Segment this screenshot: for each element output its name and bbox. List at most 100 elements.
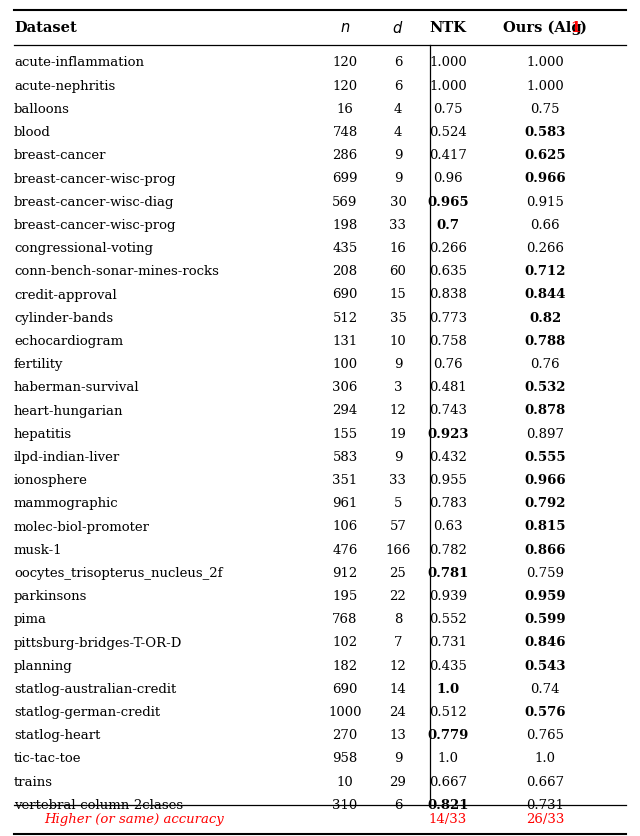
Text: 7: 7	[394, 636, 403, 650]
Text: blood: blood	[14, 126, 51, 139]
Text: 60: 60	[390, 265, 406, 278]
Text: ): )	[579, 21, 586, 35]
Text: 768: 768	[332, 614, 358, 626]
Text: planning: planning	[14, 660, 73, 673]
Text: 0.543: 0.543	[524, 660, 566, 673]
Text: 100: 100	[332, 358, 358, 371]
Text: 35: 35	[390, 312, 406, 324]
Text: 0.731: 0.731	[526, 799, 564, 812]
Text: 0.96: 0.96	[433, 172, 463, 186]
Text: 9: 9	[394, 752, 403, 766]
Text: 583: 583	[332, 451, 358, 464]
Text: 569: 569	[332, 196, 358, 209]
Text: 13: 13	[390, 729, 406, 742]
Text: 0.583: 0.583	[524, 126, 566, 139]
Text: 182: 182	[332, 660, 358, 673]
Text: fertility: fertility	[14, 358, 63, 371]
Text: 155: 155	[332, 428, 358, 441]
Text: Ours (Alg: Ours (Alg	[503, 21, 587, 35]
Text: 0.63: 0.63	[433, 521, 463, 533]
Text: acute-inflammation: acute-inflammation	[14, 57, 144, 69]
Text: 0.625: 0.625	[524, 150, 566, 162]
Text: $n$: $n$	[340, 21, 350, 35]
Text: 0.74: 0.74	[531, 683, 560, 696]
Text: 0.599: 0.599	[524, 614, 566, 626]
Text: 30: 30	[390, 196, 406, 209]
Text: statlog-australian-credit: statlog-australian-credit	[14, 683, 176, 696]
Text: 0.432: 0.432	[429, 451, 467, 464]
Text: 690: 690	[332, 683, 358, 696]
Text: 9: 9	[394, 358, 403, 371]
Text: 1.0: 1.0	[438, 752, 458, 766]
Text: 0.266: 0.266	[526, 242, 564, 255]
Text: 0.781: 0.781	[428, 567, 468, 580]
Text: pittsburg-bridges-T-OR-D: pittsburg-bridges-T-OR-D	[14, 636, 182, 650]
Text: 131: 131	[332, 335, 358, 348]
Text: 0.266: 0.266	[429, 242, 467, 255]
Text: acute-nephritis: acute-nephritis	[14, 79, 115, 93]
Text: breast-cancer: breast-cancer	[14, 150, 106, 162]
Text: 0.76: 0.76	[433, 358, 463, 371]
Text: 25: 25	[390, 567, 406, 580]
Text: 10: 10	[337, 776, 353, 788]
Text: 0.759: 0.759	[526, 567, 564, 580]
Text: 0.866: 0.866	[524, 543, 566, 557]
Text: 102: 102	[332, 636, 358, 650]
Text: NTK: NTK	[429, 21, 467, 35]
Text: balloons: balloons	[14, 103, 70, 116]
Text: 0.959: 0.959	[524, 590, 566, 603]
Text: 33: 33	[390, 219, 406, 232]
Text: 14/33: 14/33	[429, 813, 467, 827]
Text: 10: 10	[390, 335, 406, 348]
Text: 0.783: 0.783	[429, 497, 467, 510]
Text: 0.481: 0.481	[429, 381, 467, 395]
Text: echocardiogram: echocardiogram	[14, 335, 123, 348]
Text: 24: 24	[390, 706, 406, 719]
Text: breast-cancer-wisc-prog: breast-cancer-wisc-prog	[14, 172, 177, 186]
Text: 286: 286	[332, 150, 358, 162]
Text: 0.524: 0.524	[429, 126, 467, 139]
Text: 0.773: 0.773	[429, 312, 467, 324]
Text: 1.000: 1.000	[526, 79, 564, 93]
Text: 310: 310	[332, 799, 358, 812]
Text: 9: 9	[394, 451, 403, 464]
Text: 4: 4	[394, 126, 402, 139]
Text: 476: 476	[332, 543, 358, 557]
Text: 195: 195	[332, 590, 358, 603]
Text: 0.82: 0.82	[529, 312, 561, 324]
Text: 0.878: 0.878	[524, 405, 566, 417]
Text: 3: 3	[394, 381, 403, 395]
Text: conn-bench-sonar-mines-rocks: conn-bench-sonar-mines-rocks	[14, 265, 219, 278]
Text: 19: 19	[390, 428, 406, 441]
Text: 1: 1	[570, 21, 580, 35]
Text: 26/33: 26/33	[526, 813, 564, 827]
Text: breast-cancer-wisc-prog: breast-cancer-wisc-prog	[14, 219, 177, 232]
Text: 4: 4	[394, 103, 402, 116]
Text: tic-tac-toe: tic-tac-toe	[14, 752, 81, 766]
Text: 0.512: 0.512	[429, 706, 467, 719]
Text: 0.635: 0.635	[429, 265, 467, 278]
Text: 0.435: 0.435	[429, 660, 467, 673]
Text: 0.712: 0.712	[524, 265, 566, 278]
Text: 0.532: 0.532	[524, 381, 566, 395]
Text: 57: 57	[390, 521, 406, 533]
Text: 0.7: 0.7	[436, 219, 460, 232]
Text: 0.758: 0.758	[429, 335, 467, 348]
Text: 12: 12	[390, 660, 406, 673]
Text: statlog-heart: statlog-heart	[14, 729, 100, 742]
Text: 0.844: 0.844	[524, 288, 566, 302]
Text: hepatitis: hepatitis	[14, 428, 72, 441]
Text: 1000: 1000	[328, 706, 362, 719]
Text: 0.731: 0.731	[429, 636, 467, 650]
Text: 0.779: 0.779	[428, 729, 468, 742]
Text: 0.782: 0.782	[429, 543, 467, 557]
Text: 0.765: 0.765	[526, 729, 564, 742]
Text: 0.846: 0.846	[524, 636, 566, 650]
Text: 0.66: 0.66	[530, 219, 560, 232]
Text: parkinsons: parkinsons	[14, 590, 88, 603]
Text: 0.923: 0.923	[428, 428, 468, 441]
Text: 1.0: 1.0	[436, 683, 460, 696]
Text: 106: 106	[332, 521, 358, 533]
Text: 6: 6	[394, 79, 403, 93]
Text: 0.76: 0.76	[530, 358, 560, 371]
